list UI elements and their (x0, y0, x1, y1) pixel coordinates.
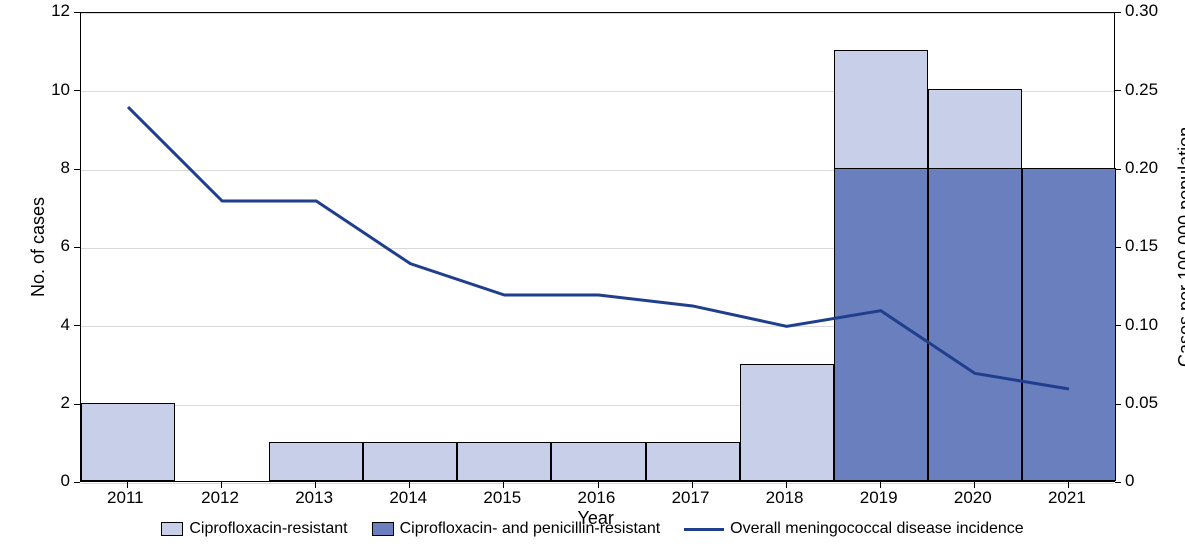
y-right-tick-label: 0.25 (1125, 80, 1158, 100)
y-left-axis-label: No. of cases (28, 197, 49, 297)
x-tick-label: 2021 (1048, 488, 1086, 508)
legend-swatch-cipro (161, 522, 183, 536)
y-left-tick (74, 325, 80, 326)
bar (646, 442, 740, 481)
y-right-tick-label: 0.20 (1125, 158, 1158, 178)
y-right-axis-label: Cases per 100,000 population (1175, 127, 1185, 367)
bar (740, 364, 834, 482)
x-tick-label: 2015 (483, 488, 521, 508)
x-tick-label: 2013 (295, 488, 333, 508)
y-left-tick-label: 6 (61, 236, 70, 256)
y-left-tick-label: 4 (61, 315, 70, 335)
y-right-tick (1115, 90, 1121, 91)
x-tick-label: 2017 (672, 488, 710, 508)
y-right-tick-label: 0.05 (1125, 393, 1158, 413)
x-tick-label: 2016 (578, 488, 616, 508)
y-right-tick (1115, 482, 1121, 483)
x-tick-label: 2020 (954, 488, 992, 508)
bar (81, 403, 175, 481)
legend-item-line: Overall meningococcal disease incidence (684, 520, 1024, 538)
y-right-tick-label: 0 (1125, 471, 1134, 491)
gridline (81, 13, 1114, 14)
y-left-tick (74, 404, 80, 405)
y-right-tick-label: 0.30 (1125, 1, 1158, 21)
legend-item-cipro: Ciprofloxacin-resistant (161, 520, 347, 538)
plot-area (80, 12, 1115, 482)
bar (834, 168, 928, 481)
y-left-tick (74, 169, 80, 170)
x-tick-label: 2014 (389, 488, 427, 508)
bar (1022, 168, 1116, 481)
y-left-tick-label: 12 (51, 1, 70, 21)
chart-container: No. of cases Cases per 100,000 populatio… (0, 0, 1185, 551)
legend: Ciprofloxacin-resistant Ciprofloxacin- a… (0, 520, 1185, 538)
bar (457, 442, 551, 481)
x-tick-label: 2011 (107, 488, 144, 508)
y-left-tick-label: 0 (61, 471, 70, 491)
legend-line-swatch (684, 528, 724, 531)
y-right-tick-label: 0.15 (1125, 236, 1158, 256)
x-tick-label: 2018 (766, 488, 804, 508)
legend-label-cipro: Ciprofloxacin-resistant (189, 520, 347, 538)
legend-label-cipro-pen: Ciprofloxacin- and penicillin-resistant (400, 520, 661, 538)
bar (363, 442, 457, 481)
bar (551, 442, 645, 481)
y-left-tick (74, 482, 80, 483)
legend-item-cipro-pen: Ciprofloxacin- and penicillin-resistant (372, 520, 661, 538)
y-right-tick-label: 0.10 (1125, 315, 1158, 335)
legend-swatch-cipro-pen (372, 522, 394, 536)
legend-label-line: Overall meningococcal disease incidence (730, 520, 1024, 538)
y-left-tick-label: 8 (61, 158, 70, 178)
x-tick-label: 2019 (860, 488, 898, 508)
bar (928, 168, 1022, 481)
y-left-tick (74, 12, 80, 13)
bar (269, 442, 363, 481)
y-left-tick (74, 247, 80, 248)
x-tick-label: 2012 (201, 488, 239, 508)
y-left-tick (74, 90, 80, 91)
y-left-tick-label: 2 (61, 393, 70, 413)
y-right-tick (1115, 12, 1121, 13)
y-left-tick-label: 10 (51, 80, 70, 100)
